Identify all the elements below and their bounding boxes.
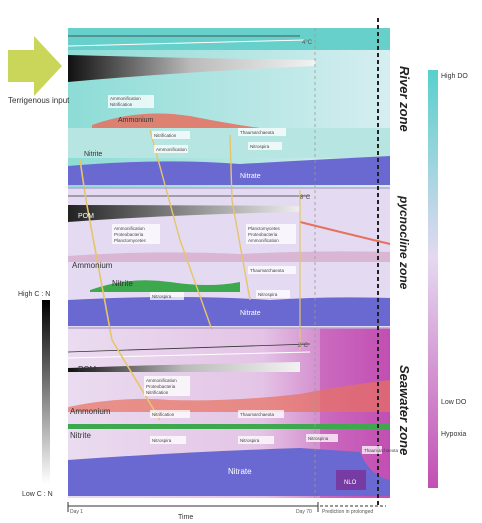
pom-band-river: [68, 55, 315, 82]
svg-text:Ammonification: Ammonification: [114, 226, 145, 231]
zone-label-pycnocline: pycnocline zone: [397, 195, 411, 290]
prediction-label: Prediction in prolonged: [322, 509, 373, 515]
cn-scale-bar: [42, 300, 50, 484]
species-ammonium-sea: Ammonium: [70, 407, 111, 416]
do-scale-mid: Low DO: [441, 399, 467, 406]
time-axis: Day 1 Day 70 Time Prediction in prolonge…: [67, 502, 386, 521]
svg-text:Proteobacteria: Proteobacteria: [114, 232, 144, 237]
svg-text:Nitrospira: Nitrospira: [250, 144, 270, 149]
svg-text:Nitrospina: Nitrospina: [308, 436, 329, 441]
species-ammonium-pycnocline: Ammonium: [72, 261, 113, 270]
svg-text:Ammonification: Ammonification: [110, 96, 141, 101]
zone-label-river: River zone: [397, 66, 412, 132]
svg-text:Nitrification: Nitrification: [152, 412, 175, 417]
terrigenous-label: Terrigenous input: [8, 96, 70, 105]
ammonium-band-sea: [68, 380, 390, 412]
svg-text:Nitrification: Nitrification: [154, 133, 177, 138]
svg-text:Thaumarchaeota: Thaumarchaeota: [364, 448, 399, 453]
terrigenous-arrow-icon: [8, 36, 62, 96]
cn-scale-bottom: Low C : N: [22, 491, 53, 498]
species-nitrite-pycnocline: Nitrite: [112, 279, 133, 288]
cn-scale-top: High C : N: [18, 291, 50, 298]
svg-text:Nitrification: Nitrification: [146, 390, 169, 395]
do-scale-bottom: Hypoxia: [441, 431, 466, 438]
svg-text:Thaumarchaeota: Thaumarchaeota: [250, 268, 285, 273]
connector-mid: [229, 134, 251, 301]
svg-text:Nitrospira: Nitrospira: [258, 292, 278, 297]
green-band-pycnocline: [90, 280, 240, 292]
svg-text:Proteobacteria: Proteobacteria: [248, 232, 278, 237]
temp-label-river: 4°C: [302, 40, 313, 46]
process-boxes-sea: Ammonification Proteobacteria Nitrificat…: [144, 376, 399, 486]
temp-label-pycnocline: 8°C: [300, 195, 311, 201]
species-nitrite-river: Nitrite: [84, 151, 102, 158]
pom-band-pycnocline: [68, 205, 300, 222]
temp-label-sea: 2°C: [298, 343, 309, 349]
svg-text:Planctomycetes: Planctomycetes: [248, 226, 281, 231]
connector-left: [79, 159, 161, 421]
svg-text:Thaumarchaeota: Thaumarchaeota: [240, 412, 275, 417]
svg-text:Nitrification: Nitrification: [110, 102, 133, 107]
species-nitrate-pycnocline: Nitrate: [240, 310, 261, 317]
do-scale-top: High DO: [441, 73, 468, 80]
svg-text:Thaumarchaeota: Thaumarchaeota: [240, 130, 275, 135]
time-end: Day 70: [296, 509, 312, 515]
svg-text:Nitrospira: Nitrospira: [152, 438, 172, 443]
species-nitrate-sea: Nitrate: [228, 467, 252, 476]
process-boxes-river: Ammonification Nitrification Nitrificati…: [108, 95, 286, 153]
pom-band-sea: [68, 362, 300, 372]
process-boxes-pycnocline: Ammonification Proteobacteria Planctomyc…: [112, 224, 296, 300]
svg-text:Ammonification: Ammonification: [156, 147, 187, 152]
svg-text:Ammonification: Ammonification: [146, 378, 177, 383]
svg-text:Proteobacteria: Proteobacteria: [146, 384, 176, 389]
svg-text:Nitrospira: Nitrospira: [152, 294, 172, 299]
species-nitrite-sea: Nitrite: [70, 431, 91, 440]
do-scale-bar: [428, 70, 438, 488]
species-nitrate-river: Nitrate: [240, 173, 261, 180]
svg-text:Planctomycetes: Planctomycetes: [114, 238, 147, 243]
species-pom-sea: POM: [78, 365, 97, 374]
zone-label-seawater: Seawater zone: [397, 365, 412, 455]
svg-text:Ammonification: Ammonification: [248, 238, 279, 243]
time-start: Day 1: [70, 509, 83, 515]
nitrate-band-sea: [68, 448, 390, 496]
nitrate-band-pycnocline: [68, 297, 390, 326]
species-ammonium-river: Ammonium: [118, 117, 154, 124]
ammonium-band-river: [92, 113, 260, 128]
species-pom-pycnocline: POM: [78, 213, 94, 220]
nlo-label: NLO: [344, 480, 357, 486]
svg-text:Nitrospira: Nitrospira: [240, 438, 260, 443]
time-label: Time: [178, 514, 193, 521]
nitrate-band-river: [68, 156, 390, 185]
connector-mid2: [149, 129, 213, 331]
